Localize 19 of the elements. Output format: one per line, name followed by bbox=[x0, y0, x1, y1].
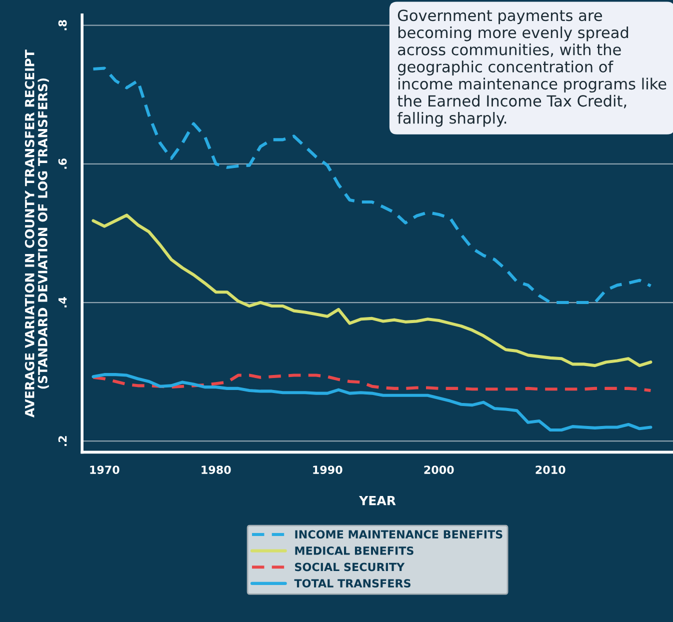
y-tick-label: .6 bbox=[58, 158, 67, 169]
legend-label: MEDICAL BENEFITS bbox=[295, 546, 414, 555]
x-tick-label: 1980 bbox=[202, 466, 231, 474]
x-tick-label: 1990 bbox=[313, 466, 342, 474]
x-tick-label: 2000 bbox=[424, 466, 454, 474]
legend-label: SOCIAL SECURITY bbox=[295, 562, 405, 572]
line-series bbox=[92, 373, 652, 432]
annotation: Government payments are becoming more evenly spread across communities, with the geographic concentration of income maintenance programs like the Earned Income Tax Credit, falling sharply. bbox=[397, 10, 666, 127]
y-tick-label: .2 bbox=[58, 436, 67, 446]
y-tick-label: .8 bbox=[58, 20, 67, 30]
legend-label: TOTAL TRANSFERS bbox=[294, 579, 410, 588]
legend-label: INCOME MAINTENANCE BENEFITS bbox=[295, 530, 502, 539]
x-tick-label: 2010 bbox=[536, 466, 566, 474]
y-tick-label: .4 bbox=[58, 297, 67, 308]
line-series bbox=[92, 374, 652, 392]
y-axis-title: AVERAGE VARIATION IN COUNTY TRANSFER RECEIPT (STANDARD DEVIATION OF LOG TRANSFERS) bbox=[24, 50, 49, 418]
x-axis-title: YEAR bbox=[358, 496, 396, 506]
x-tick-label: 1970 bbox=[90, 466, 120, 474]
line-series bbox=[92, 214, 652, 368]
